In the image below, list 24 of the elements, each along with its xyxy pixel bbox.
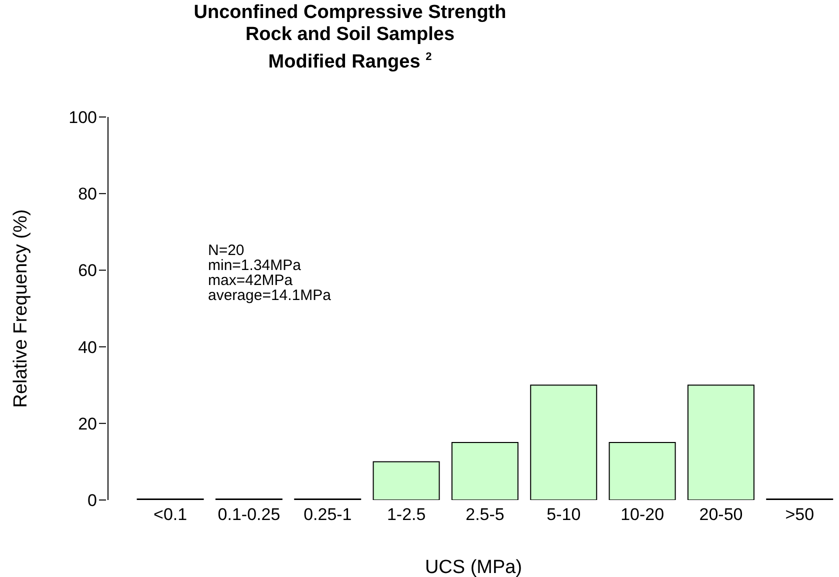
bar <box>687 384 754 500</box>
y-tick-label: 20 <box>78 414 97 434</box>
chart-title: Unconfined Compressive Strength Rock and Soil Samples Modified Ranges $^{2}$ <box>192 2 508 74</box>
y-tick-label: 60 <box>78 261 97 280</box>
y-tick-label: 0 <box>88 490 97 510</box>
y-tick-label: 80 <box>78 184 97 204</box>
annotation: N=20 min=1.34MPa max=42MPa average=14.1MPa <box>208 242 332 304</box>
bar <box>372 461 440 500</box>
x-axis-title: UCS (MPa) <box>424 557 522 577</box>
x-tick-label: 1-2.5 <box>386 505 426 524</box>
x-tick-label: <0.1 <box>154 505 188 524</box>
x-tick-label: 0.1-0.25 <box>218 505 280 524</box>
x-tick-label: 0.25-1 <box>304 505 352 524</box>
x-tick-label: >50 <box>785 505 814 524</box>
y-tick-label: 100 <box>68 108 97 127</box>
x-tick-label: 20-50 <box>699 505 743 524</box>
bar <box>608 442 676 500</box>
y-axis-title: Relative Frequency (%) <box>10 209 32 408</box>
x-tick-label: 2.5-5 <box>466 505 504 524</box>
x-tick-label: 10-20 <box>620 505 664 524</box>
bar <box>530 384 598 500</box>
x-tick-label: 5-10 <box>546 505 581 524</box>
y-tick-label: 40 <box>78 338 97 357</box>
bar <box>451 442 518 500</box>
